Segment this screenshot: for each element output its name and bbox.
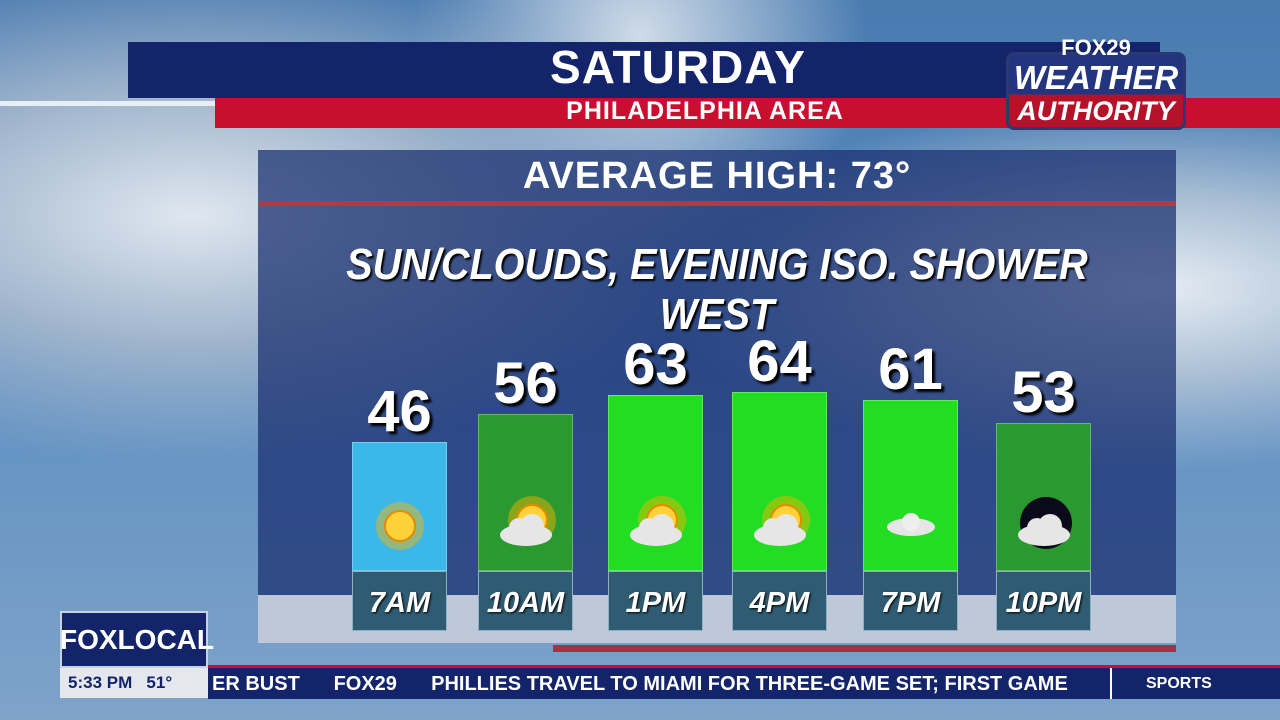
- temperature-label: 56: [493, 351, 558, 417]
- cloudy-icon: [887, 513, 935, 536]
- time-label: 10AM: [478, 571, 573, 631]
- logo-line2: WEATHER: [1013, 59, 1179, 96]
- time-temp: 5:33 PM 51°: [60, 668, 208, 698]
- partly-cloudy-icon: [754, 496, 810, 546]
- header-bar: [128, 42, 1160, 98]
- time-label: 4PM: [732, 571, 827, 631]
- current-temp: 51°: [146, 673, 173, 692]
- time-label: 10PM: [996, 571, 1091, 631]
- conditions-text: SUN/CLOUDS, EVENING ISO. SHOWER WEST: [346, 240, 1088, 339]
- ticker-prev: ER BUST: [212, 673, 300, 695]
- fox-local-bug: [60, 611, 208, 668]
- clock: 5:33 PM: [68, 673, 133, 692]
- news-ticker: ER BUST FOX29 PHILLIES TRAVEL TO MIAMI F…: [208, 668, 1280, 699]
- partly-cloudy-icon: [630, 496, 686, 546]
- temperature-bar: [352, 442, 447, 571]
- temperature-label: 46: [367, 379, 432, 445]
- sunny-icon: [376, 502, 424, 550]
- time-label: 7PM: [863, 571, 958, 631]
- temperature-label: 63: [623, 331, 688, 397]
- subtitle: PHILADELPHIA AREA: [566, 97, 844, 125]
- logo-line1: FOX29: [1061, 35, 1131, 60]
- divider: [258, 201, 1176, 206]
- night-cloudy-icon: [1018, 497, 1072, 549]
- divider: [0, 101, 215, 106]
- temperature-label: 53: [1011, 359, 1076, 425]
- weather-authority-logo: FOX29 WEATHER AUTHORITY: [1006, 37, 1186, 130]
- page-title: SATURDAY: [550, 41, 806, 93]
- ticker-section: SPORTS: [1110, 668, 1280, 699]
- temperature-label: 61: [878, 337, 943, 403]
- time-label: 7AM: [352, 571, 447, 631]
- ticker-brand: FOX29: [333, 673, 397, 695]
- divider: [553, 645, 1176, 652]
- fox-local-logo: FOXLOCAL: [60, 624, 214, 655]
- logo-line3: AUTHORITY: [1017, 96, 1175, 126]
- temperature-label: 64: [747, 328, 812, 394]
- temperature-bar: [863, 400, 958, 571]
- average-high: AVERAGE HIGH: 73°: [522, 155, 912, 197]
- time-label: 1PM: [608, 571, 703, 631]
- ticker-headline: PHILLIES TRAVEL TO MIAMI FOR THREE-GAME …: [431, 673, 1068, 695]
- partly-cloudy-icon: [500, 496, 556, 546]
- divider: [208, 665, 1280, 668]
